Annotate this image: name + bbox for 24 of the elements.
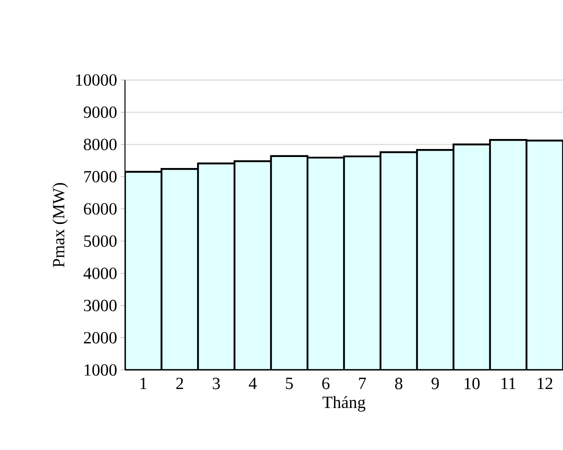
y-tick-label: 8000 [84, 138, 117, 150]
x-tick-label: 11 [502, 378, 516, 390]
y-tick-label: 2000 [84, 332, 117, 344]
x-tick-label: 4 [248, 378, 257, 389]
x-tick-label: 5 [286, 378, 293, 390]
x-tick-label: 1 [140, 378, 146, 390]
y-tick-label: 9000 [84, 106, 117, 118]
y-tick-label: 6000 [84, 203, 117, 215]
y-tick-label: 3000 [84, 300, 117, 312]
y-tick-label: 5000 [84, 235, 117, 247]
x-axis-title: Tháng [322, 396, 366, 412]
y-tick-label: 1000 [84, 364, 117, 376]
x-tick-label: 12 [538, 378, 552, 390]
x-tick-label: 3 [212, 378, 220, 390]
x-tick-label: 9 [432, 378, 439, 390]
x-tick-label: 7 [359, 378, 366, 389]
x-tick-label: 10 [464, 378, 480, 390]
x-tick-label: 6 [322, 378, 330, 390]
y-axis-title: Pmax (MW) [52, 183, 68, 268]
x-tick-label: 2 [176, 378, 184, 390]
y-tick-label: 4000 [84, 268, 117, 280]
y-tick-label: 10000 [76, 74, 117, 86]
x-tick-label: 8 [395, 378, 402, 390]
y-tick-label: 7000 [84, 170, 117, 182]
